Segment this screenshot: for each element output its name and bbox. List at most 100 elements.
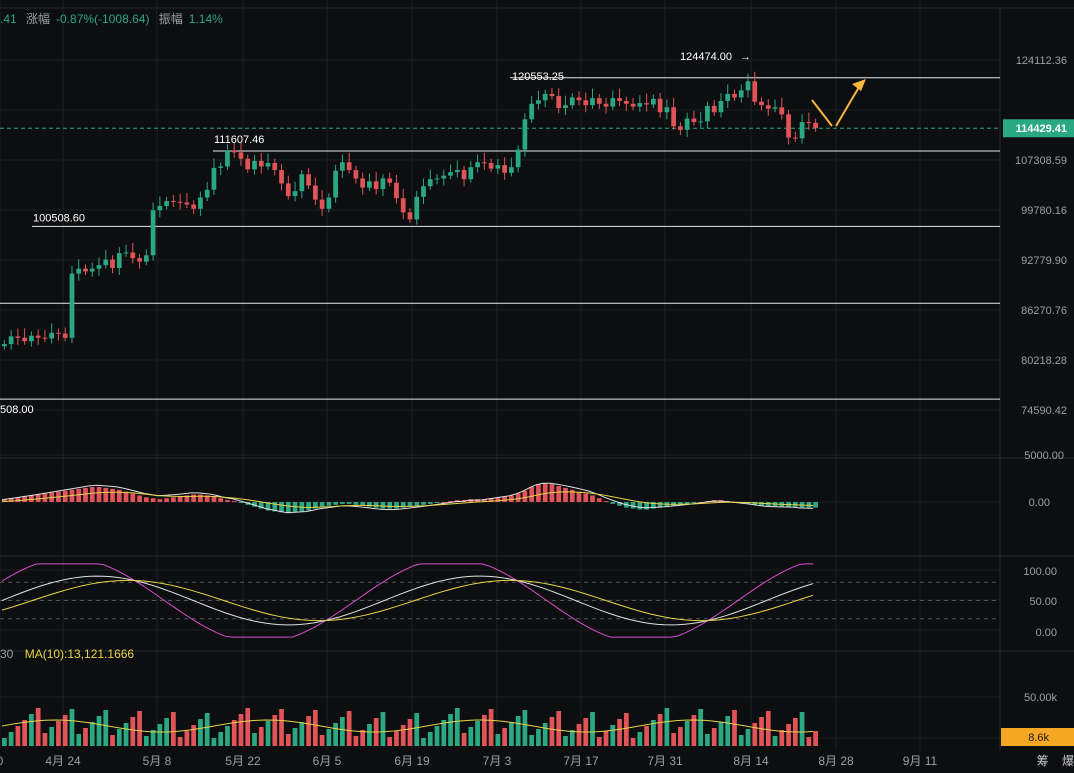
volume-bar-40 <box>272 715 278 746</box>
candle-body-117 <box>792 137 798 139</box>
candle-body-47 <box>319 199 325 209</box>
volume-bar-87 <box>590 712 595 746</box>
annotation-4: 508.00 <box>0 404 34 416</box>
candle-body-58 <box>394 182 399 199</box>
volume-bar-52 <box>353 736 359 746</box>
candle-body-16 <box>110 259 115 268</box>
macd-bar-2 <box>15 497 21 502</box>
macd-bar-87 <box>590 495 595 502</box>
volume-bar-112 <box>759 717 764 746</box>
volume-bar-85 <box>576 724 582 746</box>
ticker-stats-bar: .41 涨幅 -0.87%(-1008.64) 振幅 1.14% <box>0 10 229 27</box>
volume-last-tag <box>1001 728 1074 746</box>
time-tick-9: 8月 14 <box>733 754 769 768</box>
candle-body-120 <box>813 122 818 129</box>
volume-bar-27 <box>184 731 190 746</box>
volume-bar-10 <box>69 709 75 746</box>
volume-bar-109 <box>738 735 744 746</box>
candle-body-96 <box>650 98 656 105</box>
candle-body-14 <box>96 265 102 269</box>
volume-bar-79 <box>536 729 541 746</box>
price-axis[interactable]: 124112.36 107308.59 99780.16 92779.90 86270.… <box>1003 55 1074 417</box>
candle-body-23 <box>157 205 163 211</box>
macd-bar-0 <box>2 499 7 502</box>
chip-distribution-button[interactable]: 筹 <box>1036 754 1049 768</box>
time-tick-1: 4月 24 <box>45 754 81 768</box>
macd-bar-58 <box>394 502 399 509</box>
volume-bar-46 <box>312 710 318 746</box>
candle-body-65 <box>441 175 447 179</box>
kdj-tick-2: 0.00 <box>1036 627 1057 639</box>
time-tick-4: 6月 5 <box>313 754 342 768</box>
volume-bar-4 <box>29 714 34 746</box>
volume-bar-64 <box>434 726 440 746</box>
macd-bar-64 <box>434 502 440 503</box>
candle-body-53 <box>360 178 366 188</box>
macd-bar-47 <box>319 502 325 507</box>
volume-bar-6 <box>42 733 48 746</box>
macd-bar-74 <box>502 496 507 502</box>
liquidation-button[interactable]: 爆 <box>1061 754 1074 768</box>
volume-bar-103 <box>698 709 704 746</box>
candle-body-102 <box>691 118 697 123</box>
candle-body-67 <box>454 170 460 173</box>
volume-bar-42 <box>285 734 291 746</box>
macd-bar-77 <box>522 490 528 502</box>
candle-body-15 <box>103 259 109 266</box>
candle-body-63 <box>427 179 433 187</box>
volume-bar-107 <box>725 716 731 746</box>
macd-dea-line <box>1 491 814 508</box>
macd-bar-101 <box>684 502 690 504</box>
candle-body-18 <box>123 252 129 254</box>
volume-bar-58 <box>394 731 399 746</box>
volume-bar-5 <box>35 708 41 746</box>
candle-body-100 <box>678 126 683 130</box>
macd-bar-120 <box>813 502 818 508</box>
volume-bar-78 <box>529 735 535 746</box>
candle-body-17 <box>116 253 122 268</box>
volume-bar-94 <box>637 732 643 746</box>
macd-bar-20 <box>137 495 142 502</box>
candle-body-54 <box>367 181 372 188</box>
volume-bar-108 <box>732 710 737 746</box>
macd-bar-40 <box>272 502 278 512</box>
candle-body-25 <box>171 201 176 203</box>
volume-bar-97 <box>657 714 663 746</box>
candle-body-22 <box>150 210 156 256</box>
candle-body-24 <box>164 201 169 206</box>
volume-bar-115 <box>779 730 785 746</box>
volume-bar-51 <box>346 711 352 746</box>
volume-bar-63 <box>427 732 433 746</box>
volume-bar-45 <box>306 716 311 746</box>
volume-bar-7 <box>49 727 55 746</box>
candle-body-84 <box>569 97 575 106</box>
candle-body-43 <box>292 191 298 197</box>
time-tick-10: 8月 28 <box>818 754 854 768</box>
candle-body-66 <box>448 172 453 176</box>
candle-body-60 <box>407 212 413 220</box>
volume-bar-72 <box>488 709 494 746</box>
macd-bar-80 <box>542 483 548 502</box>
macd-bar-90 <box>610 502 616 504</box>
candle-body-0 <box>2 344 7 347</box>
volume-bar-99 <box>671 733 677 746</box>
candle-body-8 <box>56 332 61 334</box>
candle-body-93 <box>630 103 636 107</box>
volume-ma-legend: 30 MA(10):13,121.1666 <box>0 647 134 661</box>
volume-bar-113 <box>765 711 771 746</box>
candle-body-103 <box>698 121 704 123</box>
projection-down-arrow <box>811 99 833 127</box>
macd-bar-45 <box>306 502 311 511</box>
macd-bar-37 <box>252 502 257 507</box>
time-axis[interactable]: 0 4月 24 5月 8 5月 22 6月 5 6月 19 7月 3 7月 17 7月 31 8月… <box>0 754 938 768</box>
macd-bar-76 <box>515 493 521 502</box>
candle-body-99 <box>671 107 677 127</box>
macd-bar-3 <box>22 496 28 502</box>
candle-body-119 <box>806 122 812 124</box>
candle-body-5 <box>35 335 41 338</box>
volume-bar-44 <box>299 722 305 746</box>
volume-bar-96 <box>650 720 656 746</box>
macd-bar-78 <box>529 486 535 502</box>
macd-bar-21 <box>143 497 149 502</box>
